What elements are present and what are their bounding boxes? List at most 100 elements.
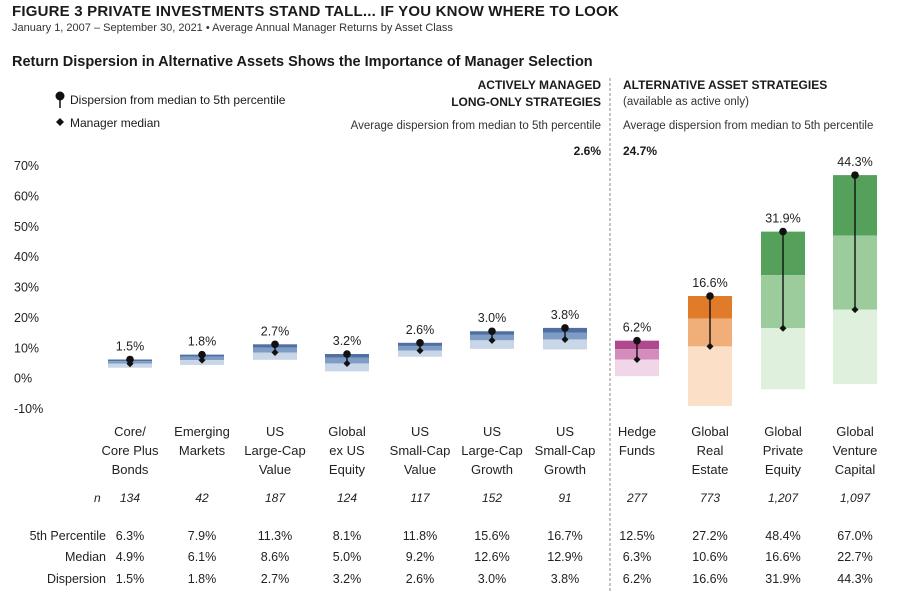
median-value: 10.6%: [692, 550, 727, 564]
category-label: Large-Cap: [461, 443, 522, 458]
dispersion-row-label: Dispersion: [47, 572, 106, 586]
category-label: Global: [328, 424, 366, 439]
y-tick-label: -10%: [14, 402, 43, 416]
median-diamond: [561, 335, 569, 343]
median-value: 12.6%: [474, 550, 509, 564]
n-value: 124: [337, 491, 357, 505]
category-label: US: [483, 424, 501, 439]
category-label: Core/: [114, 424, 146, 439]
pct5-dot: [561, 324, 569, 332]
alt-avg-label: Average dispersion from median to 5th pe…: [623, 120, 874, 132]
dispersion-value: 31.9%: [765, 572, 800, 586]
category-label: Small-Cap: [535, 443, 596, 458]
pct5-dot: [706, 292, 714, 300]
pct5-dot: [633, 336, 641, 345]
category-label: Funds: [619, 443, 656, 458]
y-tick-label: 60%: [14, 189, 39, 203]
pct5-dot: [126, 355, 134, 364]
pct5-value: 11.8%: [403, 529, 438, 543]
pct5-dot: [488, 327, 496, 336]
dispersion-data-label: 3.8%: [551, 308, 580, 322]
n-value: 277: [626, 491, 648, 505]
category-label: Growth: [471, 462, 513, 477]
median-row-label: Median: [65, 550, 106, 564]
median-diamond: [706, 342, 714, 350]
category-label: Estate: [692, 462, 729, 477]
category-label: Global: [764, 424, 802, 439]
median-value: 6.3%: [623, 550, 652, 564]
median-diamond: [343, 359, 351, 367]
category-label: Emerging: [174, 424, 230, 439]
pct5-value: 16.7%: [547, 529, 582, 543]
n-value: 117: [410, 491, 430, 505]
median-value: 5.0%: [333, 550, 362, 564]
y-tick-label: 40%: [14, 250, 39, 264]
dispersion-value: 2.6%: [406, 572, 435, 586]
category-label: US: [411, 424, 429, 439]
median-diamond: [488, 336, 496, 344]
pct5-value: 11.3%: [258, 529, 293, 543]
median-diamond: [416, 347, 424, 355]
dispersion-data-label: 3.2%: [333, 334, 362, 348]
dispersion-data-label: 2.7%: [261, 324, 290, 338]
active-avg-label: Average dispersion from median to 5th pe…: [350, 120, 601, 132]
category-label: US: [266, 424, 284, 439]
category-label: Global: [691, 424, 729, 439]
bar-low-segment: [325, 363, 369, 372]
dispersion-data-label: 1.5%: [116, 339, 145, 353]
pct5-value: 27.2%: [692, 529, 727, 543]
n-value: 152: [482, 491, 502, 505]
dispersion-value: 1.5%: [116, 572, 145, 586]
category-label: ex US: [329, 443, 365, 458]
legend-dispersion-icon: [55, 91, 65, 108]
dispersion-value: 2.7%: [261, 572, 290, 586]
category-label: Venture: [833, 443, 878, 458]
median-value: 4.9%: [116, 550, 145, 564]
n-value: 1,097: [840, 491, 871, 505]
n-value: 91: [558, 491, 571, 505]
median-diamond: [271, 349, 279, 357]
bar-low-segment: [688, 346, 732, 406]
category-label: Large-Cap: [244, 443, 305, 458]
pct5-row-label: 5th Percentile: [30, 529, 106, 543]
bar-low-segment: [833, 309, 877, 385]
median-diamond: [126, 360, 134, 368]
dispersion-data-label: 1.8%: [188, 335, 217, 349]
pct5-dot: [851, 171, 859, 179]
pct5-value: 8.1%: [333, 529, 362, 543]
pct5-value: 12.5%: [619, 529, 654, 543]
median-value: 6.1%: [188, 550, 217, 564]
category-label: Value: [259, 462, 291, 477]
bar-low-segment: [543, 339, 587, 350]
n-value: 134: [120, 491, 140, 505]
category-label: Private: [763, 443, 803, 458]
dispersion-data-label: 31.9%: [765, 212, 800, 226]
pct5-value: 7.9%: [188, 529, 217, 543]
bar-low-segment: [761, 328, 805, 390]
median-diamond: [779, 324, 787, 332]
category-label: Small-Cap: [390, 443, 451, 458]
median-diamond: [851, 306, 859, 314]
pct5-dot: [343, 350, 351, 358]
pct5-value: 6.3%: [116, 529, 145, 543]
y-tick-label: 0%: [14, 372, 32, 386]
n-value: 773: [700, 491, 720, 505]
category-label: Core Plus: [101, 443, 159, 458]
n-value: 1,207: [768, 491, 799, 505]
median-diamond: [633, 355, 641, 363]
category-label: US: [556, 424, 574, 439]
y-tick-label: 50%: [14, 220, 39, 234]
y-tick-label: 30%: [14, 281, 39, 295]
median-value: 12.9%: [547, 550, 582, 564]
category-label: Capital: [835, 462, 876, 477]
dispersion-value: 3.0%: [478, 572, 507, 586]
dispersion-data-label: 2.6%: [406, 323, 435, 337]
n-value: 187: [265, 491, 286, 505]
category-label: Bonds: [112, 462, 149, 477]
median-diamond: [198, 356, 206, 364]
alt-section-title-1: ALTERNATIVE ASSET STRATEGIES: [623, 78, 828, 92]
dispersion-value: 3.8%: [551, 572, 580, 586]
dispersion-value: 16.6%: [692, 572, 727, 586]
bar-low-segment: [615, 359, 659, 377]
